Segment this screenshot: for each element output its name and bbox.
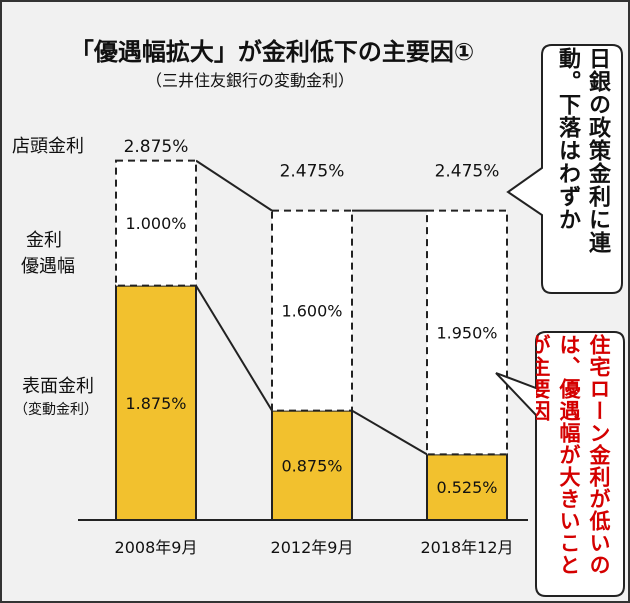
connector-total-0 xyxy=(195,159,273,212)
surface-value-label-1: 0.875% xyxy=(281,456,342,475)
callout-top: 日銀の政策金利に連動。下落はわずか xyxy=(542,45,622,293)
surface-label-line1: 表面金利 xyxy=(22,376,94,397)
bar-surface-2 xyxy=(426,453,508,521)
total-value-label-1: 2.475% xyxy=(280,162,345,182)
connector-surface-1 xyxy=(351,409,428,456)
surface-value-label-0: 1.875% xyxy=(125,394,186,413)
preferential-value-label-2: 1.950% xyxy=(436,324,497,343)
bar-surface-0 xyxy=(115,284,197,521)
category-label-0: 2008年9月 xyxy=(115,538,198,557)
category-label-2: 2018年12月 xyxy=(420,538,513,557)
bar-preferential-1 xyxy=(271,209,353,412)
chart-title: 「優遇幅拡大」が金利低下の主要因① xyxy=(70,38,474,66)
bar-preferential-0 xyxy=(115,159,197,287)
bar-preferential-2 xyxy=(426,209,508,456)
callout-top-text: 日銀の政策金利に連動。下落はわずか xyxy=(555,47,610,254)
connector-lines xyxy=(195,159,428,456)
preferential-value-label-1: 1.600% xyxy=(281,302,342,321)
total-value-label-0: 2.875% xyxy=(124,137,189,157)
store-rate-label: 店頭金利 xyxy=(12,136,84,157)
callout-top-bubble xyxy=(506,44,623,294)
surface-value-label-2: 0.525% xyxy=(436,478,497,497)
callout-bottom: 住宅ローン金利が低いのは、優遇幅が大きいことが主要因 xyxy=(536,332,624,596)
preferential-label-line2: 優遇幅 xyxy=(21,256,75,277)
chart-subtitle: （三井住友銀行の変動金利） xyxy=(146,71,354,90)
category-label-1: 2012年9月 xyxy=(271,538,354,557)
callout-bottom-text: 住宅ローン金利が低いのは、優遇幅が大きいことが主要因 xyxy=(536,334,611,576)
bars-group xyxy=(78,159,528,521)
labels-group: 1.875% 1.000% 2.875% 2008年9月 0.875% 1.600% 2.4… xyxy=(115,137,514,557)
total-value-label-2: 2.475% xyxy=(435,162,500,182)
connector-surface-0 xyxy=(195,285,273,412)
preferential-label-line1: 金利 xyxy=(26,230,62,251)
surface-label-line2: （変動金利） xyxy=(14,401,98,418)
callout-bottom-bubble xyxy=(495,331,625,597)
preferential-value-label-0: 1.000% xyxy=(125,214,186,233)
bar-surface-1 xyxy=(271,409,353,521)
